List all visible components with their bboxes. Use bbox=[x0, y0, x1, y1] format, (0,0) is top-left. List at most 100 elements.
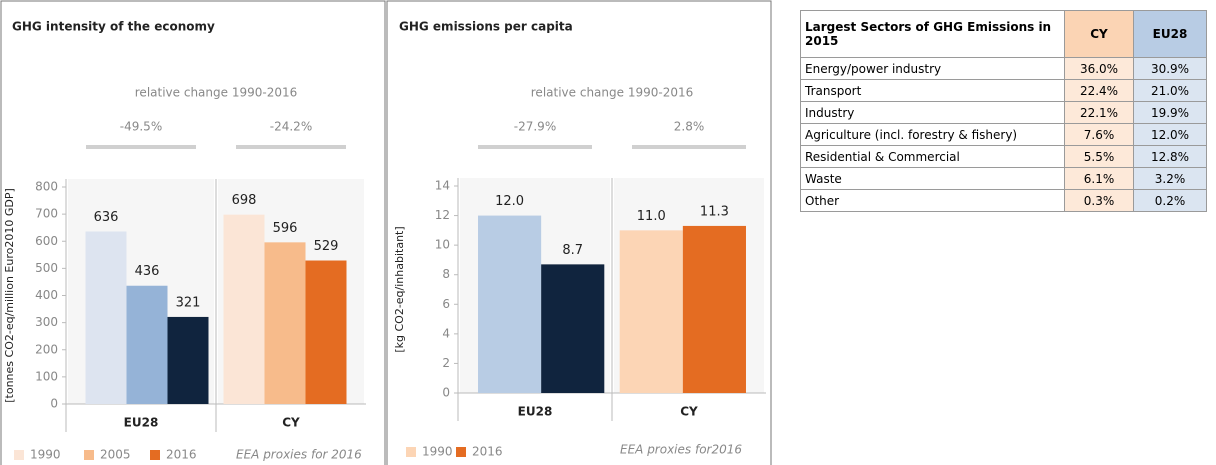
row: Industry 22.1% 19.9% bbox=[800, 101, 1207, 124]
bar bbox=[541, 264, 605, 393]
value-label: 596 bbox=[273, 221, 298, 236]
value-label: 11.0 bbox=[637, 209, 666, 224]
bar bbox=[126, 285, 168, 404]
y-tick-label: 4 bbox=[442, 326, 450, 340]
row: Energy/power industry 36.0% 30.9% bbox=[800, 57, 1207, 80]
cell: 6.1% bbox=[1064, 167, 1134, 190]
cell: 21.0% bbox=[1133, 79, 1207, 102]
chart-title: GHG emissions per capita bbox=[399, 20, 573, 34]
row-label: Largest Sectors of GHG Emissions in 2015 bbox=[800, 10, 1065, 58]
cell: 22.4% bbox=[1064, 79, 1134, 102]
charts: GHG intensity of the economy relative cha… bbox=[0, 0, 772, 465]
change-bar bbox=[236, 145, 346, 149]
value-label: 529 bbox=[314, 239, 339, 254]
row: Agriculture (incl. forestry & fishery) 7.… bbox=[800, 123, 1207, 146]
y-tick-label: 500 bbox=[35, 261, 58, 275]
y-tick-label: 600 bbox=[35, 234, 58, 248]
legend-swatch bbox=[150, 450, 160, 460]
note: EEA proxies for2016 bbox=[620, 443, 742, 457]
legend-label: 2016 bbox=[472, 445, 503, 459]
cell: 3.2% bbox=[1133, 167, 1207, 190]
cell: 5.5% bbox=[1064, 145, 1134, 168]
bar bbox=[682, 225, 746, 393]
note: EEA proxies for 2016 bbox=[236, 448, 362, 462]
y-tick-label: 800 bbox=[35, 180, 58, 194]
value-label: 436 bbox=[135, 264, 160, 279]
cell: CY bbox=[1064, 10, 1134, 58]
value-label: 8.7 bbox=[562, 243, 583, 258]
cell: 36.0% bbox=[1064, 57, 1134, 80]
cell: 7.6% bbox=[1064, 123, 1134, 146]
annotation: relative change 1990-2016 bbox=[531, 86, 693, 100]
y-tick-label: 0 bbox=[442, 386, 450, 400]
chart-frame bbox=[0, 0, 386, 465]
header-row: Largest Sectors of GHG Emissions in 2015… bbox=[800, 10, 1207, 58]
x-tick-label: CY bbox=[282, 416, 300, 430]
y-axis-label: [tonnes CO2-eq/million Euro2010 GDP] bbox=[3, 188, 16, 403]
cell: 12.0% bbox=[1133, 123, 1207, 146]
legend-swatch bbox=[84, 450, 94, 460]
cell: 30.9% bbox=[1133, 57, 1207, 80]
row: Waste 6.1% 3.2% bbox=[800, 167, 1207, 190]
x-tick-label: EU28 bbox=[518, 405, 553, 419]
y-tick-label: 6 bbox=[442, 297, 450, 311]
value-label: 12.0 bbox=[495, 194, 524, 209]
legend-swatch bbox=[406, 447, 416, 457]
change-label: -24.2% bbox=[270, 120, 312, 134]
cell: 19.9% bbox=[1133, 101, 1207, 124]
sector-table: Largest Sectors of GHG Emissions in 2015… bbox=[800, 10, 1207, 212]
bar bbox=[619, 230, 683, 393]
cell: 12.8% bbox=[1133, 145, 1207, 168]
y-tick-label: 200 bbox=[35, 342, 58, 356]
y-tick-label: 700 bbox=[35, 207, 58, 221]
value-label: 11.3 bbox=[700, 204, 729, 219]
y-tick-label: 2 bbox=[442, 356, 450, 370]
legend-label: 2016 bbox=[166, 448, 197, 462]
change-label: -49.5% bbox=[120, 120, 162, 134]
value-label: 636 bbox=[94, 210, 119, 225]
legend-label: 1990 bbox=[30, 448, 61, 462]
x-tick-label: EU28 bbox=[124, 416, 159, 430]
row: Other 0.3% 0.2% bbox=[800, 189, 1207, 212]
y-tick-label: 12 bbox=[435, 208, 450, 222]
cell: 0.2% bbox=[1133, 189, 1207, 212]
change-bar bbox=[86, 145, 196, 149]
cell: EU28 bbox=[1133, 10, 1207, 58]
change-bar bbox=[632, 145, 746, 149]
cell: 22.1% bbox=[1064, 101, 1134, 124]
legend-swatch bbox=[456, 447, 466, 457]
bar bbox=[478, 215, 542, 393]
value-label: 698 bbox=[232, 193, 257, 208]
y-tick-label: 14 bbox=[435, 179, 450, 193]
legend-label: 2005 bbox=[100, 448, 131, 462]
legend-swatch bbox=[14, 450, 24, 460]
row: Transport 22.4% 21.0% bbox=[800, 79, 1207, 102]
cell: Residential & Commercial bbox=[800, 145, 1065, 168]
x-tick-label: CY bbox=[680, 405, 698, 419]
row: Residential & Commercial 5.5% 12.8% bbox=[800, 145, 1207, 168]
cell: Industry bbox=[800, 101, 1065, 124]
y-tick-label: 100 bbox=[35, 369, 58, 383]
chart-frame bbox=[386, 0, 772, 465]
cell: Other bbox=[800, 189, 1065, 212]
bar bbox=[305, 260, 347, 404]
y-tick-label: 300 bbox=[35, 315, 58, 329]
cell: Agriculture (incl. forestry & fishery) bbox=[800, 123, 1065, 146]
y-tick-label: 400 bbox=[35, 288, 58, 302]
cell: Energy/power industry bbox=[800, 57, 1065, 80]
cell: 0.3% bbox=[1064, 189, 1134, 212]
y-tick-label: 8 bbox=[442, 267, 450, 281]
bar bbox=[223, 214, 265, 404]
change-label: 2.8% bbox=[674, 120, 705, 134]
value-label: 321 bbox=[176, 295, 201, 310]
cell: Transport bbox=[800, 79, 1065, 102]
y-axis-label: [kg CO2-eq/inhabitant] bbox=[393, 226, 406, 352]
chart-title: GHG intensity of the economy bbox=[12, 20, 215, 34]
annotation: relative change 1990-2016 bbox=[135, 86, 297, 100]
legend-label: 1990 bbox=[422, 445, 453, 459]
bar bbox=[85, 231, 127, 404]
y-tick-label: 10 bbox=[435, 238, 450, 252]
cell: Waste bbox=[800, 167, 1065, 190]
y-tick-label: 0 bbox=[50, 397, 58, 411]
